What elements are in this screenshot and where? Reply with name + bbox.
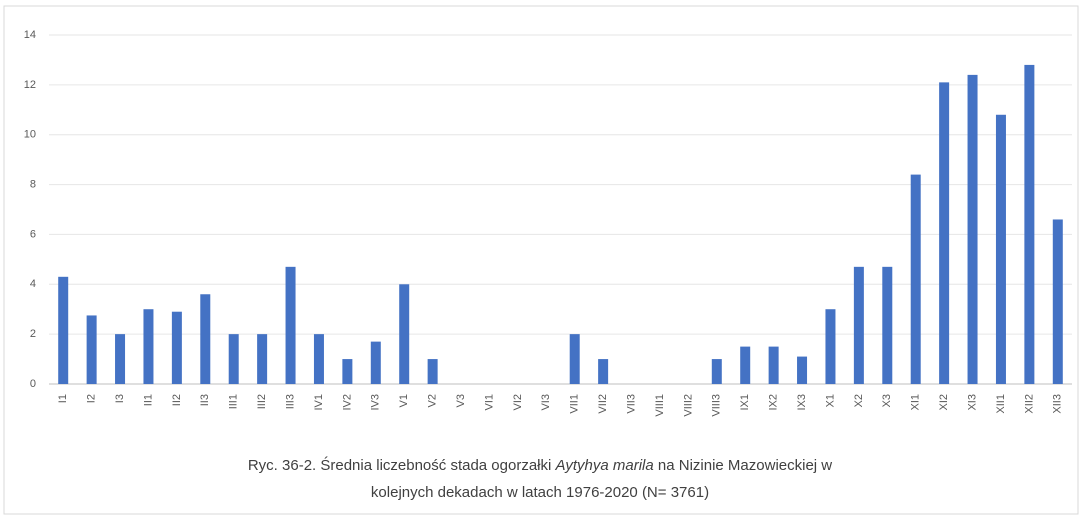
bar — [1024, 64, 1035, 385]
bar — [257, 334, 268, 384]
x-tick-label: IX1 — [739, 394, 751, 411]
bar — [58, 276, 69, 384]
x-tick-label: VI2 — [512, 394, 524, 411]
bar — [370, 341, 381, 384]
x-tick-label: XI1 — [910, 394, 922, 411]
x-tick-label: III2 — [256, 394, 268, 409]
bar — [825, 309, 836, 384]
x-tick-label: IV2 — [341, 394, 353, 411]
y-tick-label: 2 — [30, 328, 36, 340]
bar — [313, 334, 324, 384]
bar — [285, 266, 296, 384]
x-tick-label: II3 — [199, 394, 211, 406]
caption-line-1: Ryc. 36-2. Średnia liczebność stada ogor… — [248, 456, 832, 474]
bar — [910, 174, 921, 384]
x-tick-label: IX2 — [768, 394, 780, 411]
bar — [995, 114, 1006, 385]
x-tick-label: VII3 — [625, 394, 637, 414]
bar — [882, 266, 893, 384]
x-tick-label: III3 — [284, 394, 296, 409]
caption-text: na Nizinie Mazowieckiej w — [654, 457, 833, 474]
x-tick-label: VI3 — [540, 394, 552, 411]
chart-border — [3, 5, 1079, 515]
x-tick-label: VII2 — [597, 394, 609, 414]
caption-text: Ryc. 36-2. Średnia liczebność stada ogor… — [248, 456, 556, 474]
bar — [740, 346, 751, 384]
bar — [143, 309, 154, 384]
bar — [228, 334, 239, 384]
y-tick-label: 8 — [30, 178, 36, 190]
x-tick-label: XI3 — [966, 394, 978, 411]
x-tick-label: IV3 — [370, 394, 382, 411]
bar — [711, 359, 722, 384]
x-tick-label: X1 — [824, 394, 836, 407]
x-tick-label: VIII3 — [711, 394, 723, 417]
bar — [171, 311, 182, 384]
bar — [797, 356, 808, 384]
bar — [768, 346, 779, 384]
x-tick-label: VIII1 — [654, 394, 666, 417]
x-tick-label: I2 — [86, 394, 98, 403]
x-tick-label: VII1 — [569, 394, 581, 414]
x-tick-label: XII2 — [1023, 394, 1035, 414]
x-tick-label: I3 — [114, 394, 126, 403]
x-tick-label: VI1 — [483, 394, 495, 411]
bar — [399, 284, 410, 384]
x-tick-label: IV1 — [313, 394, 325, 411]
x-tick-label: VIII2 — [682, 394, 694, 417]
bar — [86, 315, 97, 384]
y-tick-label: 14 — [24, 29, 36, 41]
bar — [342, 359, 353, 384]
x-tick-label: V1 — [398, 394, 410, 407]
x-tick-label: XII3 — [1052, 394, 1064, 414]
y-tick-label: 6 — [30, 228, 36, 240]
bar — [853, 266, 864, 384]
y-tick-label: 10 — [24, 129, 36, 141]
bar — [1052, 219, 1063, 384]
y-tick-label: 0 — [30, 378, 36, 390]
bar — [200, 294, 211, 384]
x-tick-label: V2 — [427, 394, 439, 407]
y-tick-label: 4 — [30, 278, 36, 290]
caption-line-2: kolejnych dekadach w latach 1976-2020 (N… — [371, 484, 709, 501]
x-tick-label: XI2 — [938, 394, 950, 411]
bar — [598, 359, 609, 384]
bar — [569, 334, 580, 384]
bar — [967, 74, 978, 384]
x-tick-label: X3 — [881, 394, 893, 407]
bar — [115, 334, 126, 384]
x-tick-label: XII1 — [995, 394, 1007, 414]
y-tick-label: 12 — [24, 79, 36, 91]
x-tick-label: V3 — [455, 394, 467, 407]
x-tick-label: X2 — [853, 394, 865, 407]
x-tick-label: II2 — [171, 394, 183, 406]
bar — [427, 359, 438, 384]
x-tick-label: IX3 — [796, 394, 808, 411]
x-tick-label: II1 — [142, 394, 154, 406]
x-tick-label: III1 — [228, 394, 240, 409]
caption-species: Aytyhya marila — [555, 457, 654, 474]
x-tick-label: I1 — [57, 394, 69, 403]
bar — [939, 82, 950, 384]
